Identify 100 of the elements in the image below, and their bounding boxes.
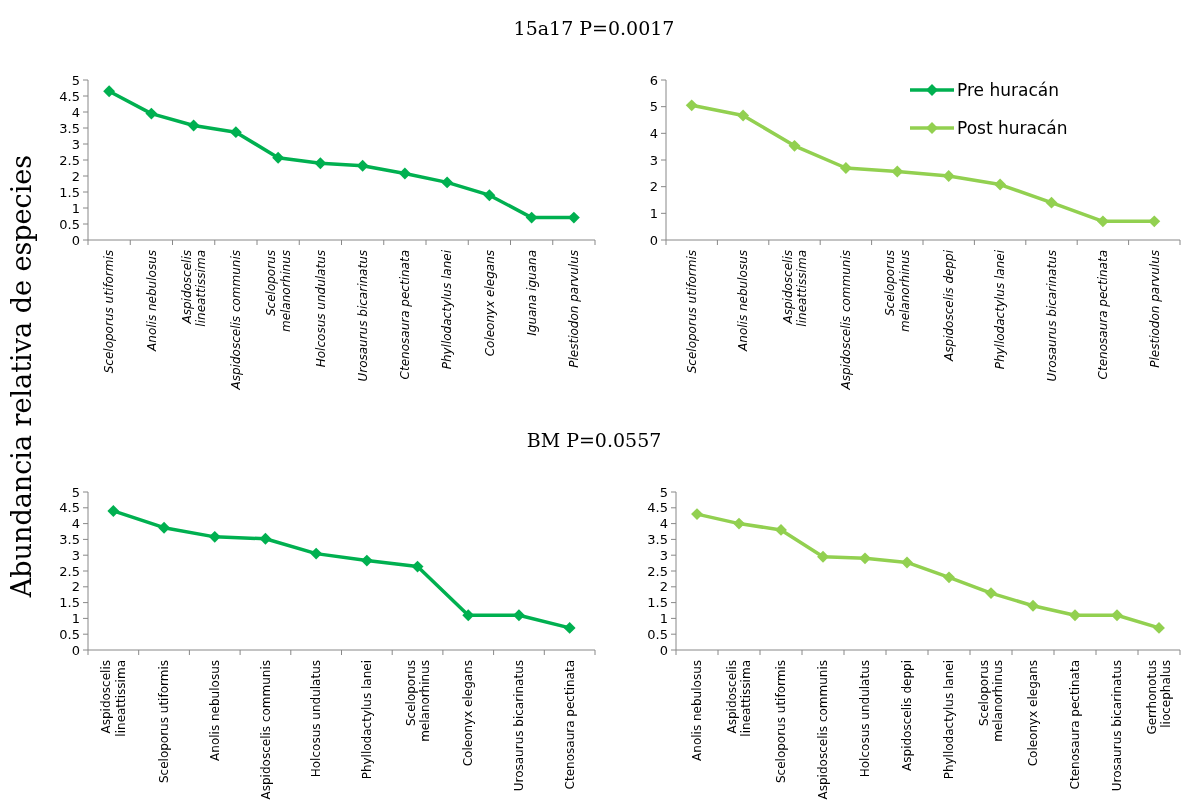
x-tick-label: Aspidoscelis lineattissima bbox=[179, 250, 209, 327]
y-tick-label: 4 bbox=[71, 104, 80, 120]
y-tick-label: 5 bbox=[71, 72, 80, 88]
y-tick-label: 3 bbox=[71, 547, 80, 563]
y-tick-label: 2.5 bbox=[59, 563, 80, 579]
point bbox=[901, 556, 913, 569]
point bbox=[839, 162, 852, 174]
x-tick-label: Sceloporus utiformis bbox=[684, 250, 699, 374]
x-tick-label: Aspidoscelis communis bbox=[229, 250, 244, 391]
y-tick-label: 3 bbox=[71, 136, 80, 152]
y-tick-label: 5 bbox=[71, 484, 80, 500]
point bbox=[691, 508, 703, 521]
x-tick-label: Sceloporus melanorhinus bbox=[977, 660, 1006, 742]
point bbox=[788, 139, 801, 152]
x-tick-label: Aspidoscelis deppi bbox=[900, 660, 915, 771]
y-tick-label: 4 bbox=[71, 516, 80, 532]
x-tick-label: Anolis nebulosus bbox=[144, 250, 159, 352]
point bbox=[1111, 609, 1123, 622]
point bbox=[513, 609, 525, 622]
y-tick-label: 1.5 bbox=[59, 184, 80, 200]
y-tick-label: 1 bbox=[71, 200, 80, 216]
x-tick-label: Sceloporus melanorhinus bbox=[403, 660, 432, 742]
y-tick-label: 3.5 bbox=[647, 531, 668, 547]
y-tick-label: 4.5 bbox=[647, 500, 668, 516]
point bbox=[943, 571, 955, 584]
point bbox=[1069, 609, 1081, 622]
x-tick-label: Phyllodactylus lanei bbox=[360, 660, 375, 780]
point bbox=[229, 126, 242, 139]
y-tick-label: 4 bbox=[649, 125, 658, 141]
y-tick-label: 2 bbox=[649, 179, 658, 195]
y-tick-label: 3.5 bbox=[59, 531, 80, 547]
point bbox=[441, 176, 454, 189]
point bbox=[103, 85, 116, 98]
x-tick-label: Coleonyx elegans bbox=[1026, 660, 1041, 767]
x-tick-label: Holcosus undulatus bbox=[858, 660, 873, 778]
point bbox=[360, 554, 373, 567]
point bbox=[775, 523, 787, 536]
point bbox=[411, 560, 424, 573]
point bbox=[483, 189, 496, 202]
y-tick-label: 5 bbox=[659, 484, 668, 500]
point bbox=[1148, 215, 1161, 228]
x-tick-label: Aspidoscelis communis bbox=[839, 250, 854, 391]
legend-label: Pre huracán bbox=[957, 79, 1059, 100]
y-axis-title: Abundancia relativa de especies bbox=[6, 154, 38, 599]
x-tick-label: Aspidoscelis lineattissima bbox=[725, 660, 754, 737]
x-tick-label: Sceloporus utiformis bbox=[157, 660, 172, 784]
x-tick-label: Urosaurus bicarinatus bbox=[355, 250, 370, 382]
x-tick-label: Urosaurus bicarinatus bbox=[1044, 250, 1059, 382]
y-tick-label: 1 bbox=[659, 610, 668, 626]
x-tick-label: Aspidoscelis lineattissima bbox=[99, 660, 128, 737]
x-tick-label: Coleonyx elegans bbox=[461, 660, 476, 767]
point bbox=[1153, 621, 1165, 634]
x-tick-label: Ctenosaura pectinata bbox=[398, 250, 413, 380]
point bbox=[891, 165, 904, 178]
y-tick-label: 0.5 bbox=[59, 216, 80, 232]
y-tick-label: 3 bbox=[649, 152, 658, 168]
x-tick-label: Sceloporus utiformis bbox=[102, 250, 117, 374]
y-tick-label: 2 bbox=[659, 579, 668, 595]
y-tick-label: 0 bbox=[649, 232, 658, 248]
point bbox=[859, 552, 871, 565]
point bbox=[259, 532, 272, 545]
y-tick-label: 2 bbox=[71, 168, 80, 184]
x-tick-label: Urosaurus bicarinatus bbox=[1110, 660, 1125, 792]
point bbox=[1027, 599, 1039, 612]
point bbox=[563, 621, 576, 634]
x-tick-label: Sceloporus melanorhinus bbox=[883, 250, 912, 333]
point bbox=[187, 119, 200, 132]
y-tick-label: 2.5 bbox=[59, 152, 80, 168]
x-tick-label: Holcosus undulatus bbox=[309, 660, 324, 778]
x-tick-label: Anolis nebulosus bbox=[207, 660, 222, 761]
x-tick-label: Anolis nebulosus bbox=[736, 250, 751, 352]
x-tick-label: Plestiodon parvulus bbox=[1147, 250, 1162, 368]
x-tick-label: Coleonyx elegans bbox=[482, 250, 497, 357]
y-tick-label: 0.5 bbox=[647, 626, 668, 642]
y-tick-label: 0 bbox=[71, 642, 80, 658]
point bbox=[398, 167, 411, 180]
y-tick-label: 4 bbox=[659, 516, 668, 532]
y-tick-label: 2 bbox=[71, 579, 80, 595]
y-tick-label: 1.5 bbox=[59, 595, 80, 611]
x-tick-label: Aspidoscelis lineattissima bbox=[780, 250, 809, 327]
y-tick-label: 3.5 bbox=[59, 120, 80, 136]
point bbox=[310, 547, 323, 560]
x-tick-label: Gerrhonotus liocephalus bbox=[1145, 660, 1174, 735]
chart-title: BM P=0.0557 bbox=[526, 428, 662, 451]
x-tick-label: Ctenosaura pectinata bbox=[1096, 250, 1111, 380]
point bbox=[145, 107, 158, 120]
x-tick-label: Iguana iguana bbox=[524, 250, 539, 336]
x-tick-label: Phyllodactylus lanei bbox=[440, 249, 455, 370]
x-tick-label: Aspidoscelis communis bbox=[258, 660, 273, 800]
y-tick-label: 4.5 bbox=[59, 88, 80, 104]
y-tick-label: 1.5 bbox=[647, 595, 668, 611]
x-tick-label: Holcosus undulatus bbox=[313, 250, 328, 368]
y-tick-label: 5 bbox=[649, 99, 658, 115]
point bbox=[1045, 196, 1058, 209]
x-tick-label: Phyllodactylus lanei bbox=[942, 660, 957, 780]
y-tick-label: 0 bbox=[71, 232, 80, 248]
x-tick-label: Plestiodon parvulus bbox=[567, 250, 582, 368]
x-tick-label: Urosaurus bicarinatus bbox=[512, 660, 527, 792]
x-tick-label: Phyllodactylus lanei bbox=[993, 249, 1008, 370]
point bbox=[737, 109, 750, 122]
